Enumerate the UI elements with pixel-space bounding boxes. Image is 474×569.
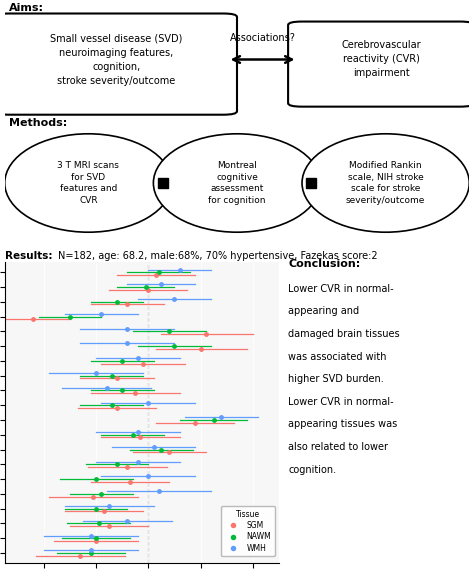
- Text: Modified Rankin
scale, NIH stroke
scale for stroke
severity/outcome: Modified Rankin scale, NIH stroke scale …: [346, 161, 425, 205]
- Text: Associations?: Associations?: [229, 34, 295, 43]
- Ellipse shape: [302, 134, 469, 232]
- Ellipse shape: [154, 134, 320, 232]
- Text: damaged brain tissues: damaged brain tissues: [288, 329, 400, 339]
- Text: Montreal
cognitive
assessment
for cognition: Montreal cognitive assessment for cognit…: [208, 161, 266, 205]
- FancyBboxPatch shape: [0, 14, 237, 115]
- Text: Cerebrovascular
reactivity (CVR)
impairment: Cerebrovascular reactivity (CVR) impairm…: [341, 40, 421, 79]
- Text: appearing and: appearing and: [288, 307, 359, 316]
- Text: N=182, age: 68.2, male:68%, 70% hypertensive, Fazekas score:2: N=182, age: 68.2, male:68%, 70% hyperten…: [58, 251, 378, 261]
- Text: appearing tissues was: appearing tissues was: [288, 419, 397, 430]
- Text: higher SVD burden.: higher SVD burden.: [288, 374, 384, 384]
- Text: Aims:: Aims:: [9, 3, 45, 13]
- Text: Conclusion:: Conclusion:: [288, 259, 360, 269]
- Text: Lower CVR in normal-: Lower CVR in normal-: [288, 397, 394, 407]
- Text: was associated with: was associated with: [288, 352, 387, 362]
- Text: cognition.: cognition.: [288, 465, 336, 475]
- Text: 3 T MRI scans
for SVD
features and
CVR: 3 T MRI scans for SVD features and CVR: [57, 161, 119, 205]
- Text: also related to lower: also related to lower: [288, 442, 388, 452]
- FancyBboxPatch shape: [288, 22, 474, 106]
- Text: Small vessel disease (SVD)
neuroimaging features,
cognition,
stroke severity/out: Small vessel disease (SVD) neuroimaging …: [50, 34, 182, 85]
- Text: Methods:: Methods:: [9, 118, 68, 128]
- Text: Results:: Results:: [5, 251, 52, 261]
- Text: Lower CVR in normal-: Lower CVR in normal-: [288, 284, 394, 294]
- Ellipse shape: [5, 134, 172, 232]
